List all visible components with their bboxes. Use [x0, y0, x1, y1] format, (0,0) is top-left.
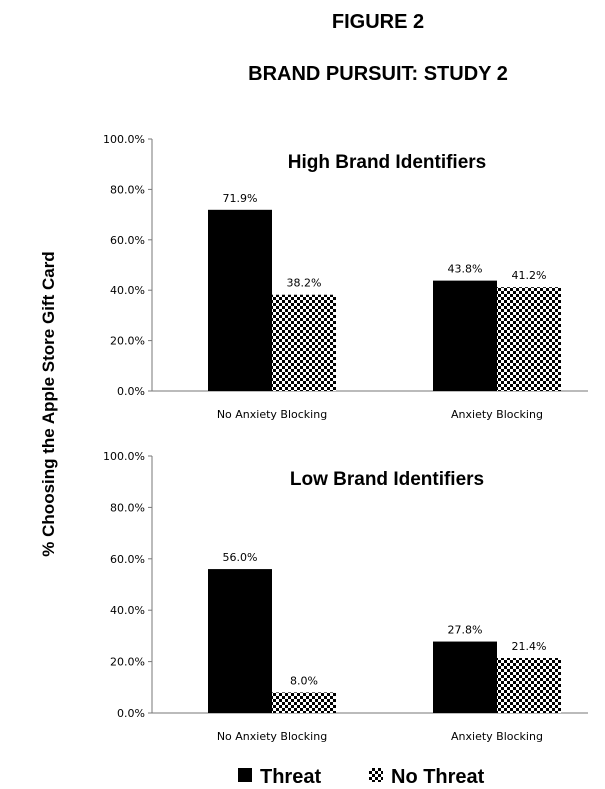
- y-tick-label: 100.0%: [103, 450, 145, 463]
- data-label: 27.8%: [448, 624, 483, 637]
- legend-label-no-threat: No Threat: [391, 766, 485, 788]
- data-label: 43.8%: [448, 263, 483, 276]
- chart-panel-low-identifiers: 0.0% 20.0% 40.0% 60.0% 80.0% 100.0% Low Brand …: [103, 450, 588, 743]
- legend-swatch-no-threat: [369, 768, 383, 782]
- bar-threat: [433, 280, 497, 391]
- figure-label: FIGURE 2: [332, 11, 424, 33]
- chart-title: High Brand Identifiers: [288, 152, 486, 173]
- y-tick-label: 80.0%: [110, 183, 145, 196]
- chart-panel-high-identifiers: 0.0% 20.0% 40.0% 60.0% 80.0% 100.0% High Brand…: [103, 133, 588, 421]
- bar-no-threat: [272, 294, 336, 391]
- y-tick-label: 0.0%: [117, 707, 145, 720]
- legend-label-threat: Threat: [260, 766, 321, 788]
- y-tick-label: 20.0%: [110, 656, 145, 669]
- category-label: No Anxiety Blocking: [217, 730, 327, 743]
- legend-swatch-threat: [238, 768, 252, 782]
- data-label: 21.4%: [512, 640, 547, 653]
- data-label: 38.2%: [287, 277, 322, 290]
- bar-no-threat: [272, 692, 336, 713]
- y-tick-label: 40.0%: [110, 604, 145, 617]
- y-axis-label: % Choosing the Apple Store Gift Card: [39, 251, 58, 556]
- y-tick-label: 100.0%: [103, 133, 145, 146]
- category-label: Anxiety Blocking: [451, 730, 543, 743]
- data-label: 71.9%: [223, 192, 258, 205]
- y-tick-label: 20.0%: [110, 335, 145, 348]
- y-tick-label: 60.0%: [110, 553, 145, 566]
- bar-no-threat: [497, 287, 561, 391]
- data-label: 56.0%: [223, 551, 258, 564]
- bar-no-threat: [497, 658, 561, 713]
- data-label: 41.2%: [512, 269, 547, 282]
- category-label: Anxiety Blocking: [451, 408, 543, 421]
- bar-threat: [208, 569, 272, 713]
- figure-title: BRAND PURSUIT: STUDY 2: [248, 63, 508, 85]
- y-tick-label: 80.0%: [110, 501, 145, 514]
- chart-title: Low Brand Identifiers: [290, 469, 484, 490]
- bar-threat: [208, 209, 272, 391]
- y-tick-label: 40.0%: [110, 284, 145, 297]
- y-tick-label: 0.0%: [117, 385, 145, 398]
- y-tick-label: 60.0%: [110, 234, 145, 247]
- category-label: No Anxiety Blocking: [217, 408, 327, 421]
- legend: Threat No Threat: [238, 766, 485, 788]
- data-label: 8.0%: [290, 674, 318, 687]
- bar-threat: [433, 641, 497, 713]
